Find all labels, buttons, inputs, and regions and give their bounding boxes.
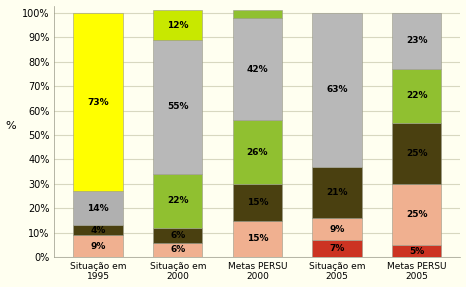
Bar (233, 10, 282, 18)
Bar (392, 245, 441, 257)
Text: 25%: 25% (406, 210, 427, 219)
Text: 6%: 6% (170, 245, 185, 254)
Bar (74, 191, 123, 225)
Text: 22%: 22% (406, 92, 427, 100)
Text: 26%: 26% (247, 148, 268, 157)
Bar (312, 240, 362, 257)
Text: 25%: 25% (406, 149, 427, 158)
Text: 9%: 9% (90, 242, 106, 251)
Bar (153, 243, 202, 257)
Bar (392, 184, 441, 245)
Bar (74, 225, 123, 235)
Text: 15%: 15% (247, 198, 268, 207)
Y-axis label: %: % (6, 121, 16, 131)
Text: 42%: 42% (247, 65, 268, 73)
Bar (233, 220, 282, 257)
Text: 22%: 22% (167, 197, 189, 205)
Text: 55%: 55% (167, 102, 189, 111)
Text: 21%: 21% (326, 188, 348, 197)
Bar (153, 174, 202, 228)
Bar (153, 228, 202, 243)
Text: 15%: 15% (247, 234, 268, 243)
Text: 5%: 5% (409, 247, 424, 256)
Bar (153, 40, 202, 174)
Bar (74, 13, 123, 191)
Bar (392, 13, 441, 69)
Text: 9%: 9% (329, 225, 345, 234)
Bar (392, 69, 441, 123)
Text: 14%: 14% (87, 204, 109, 213)
Bar (74, 235, 123, 257)
Text: 73%: 73% (87, 98, 109, 106)
Bar (233, 18, 282, 120)
Text: 63%: 63% (326, 85, 348, 94)
Bar (312, 167, 362, 218)
Text: 6%: 6% (170, 231, 185, 240)
Bar (153, 10, 202, 40)
Text: 12%: 12% (167, 21, 189, 30)
Bar (233, 184, 282, 220)
Bar (312, 218, 362, 240)
Text: 7%: 7% (329, 244, 345, 253)
Text: 4%: 4% (90, 226, 106, 235)
Text: 23%: 23% (406, 36, 427, 45)
Bar (392, 123, 441, 184)
Bar (312, 13, 362, 167)
Bar (233, 120, 282, 184)
